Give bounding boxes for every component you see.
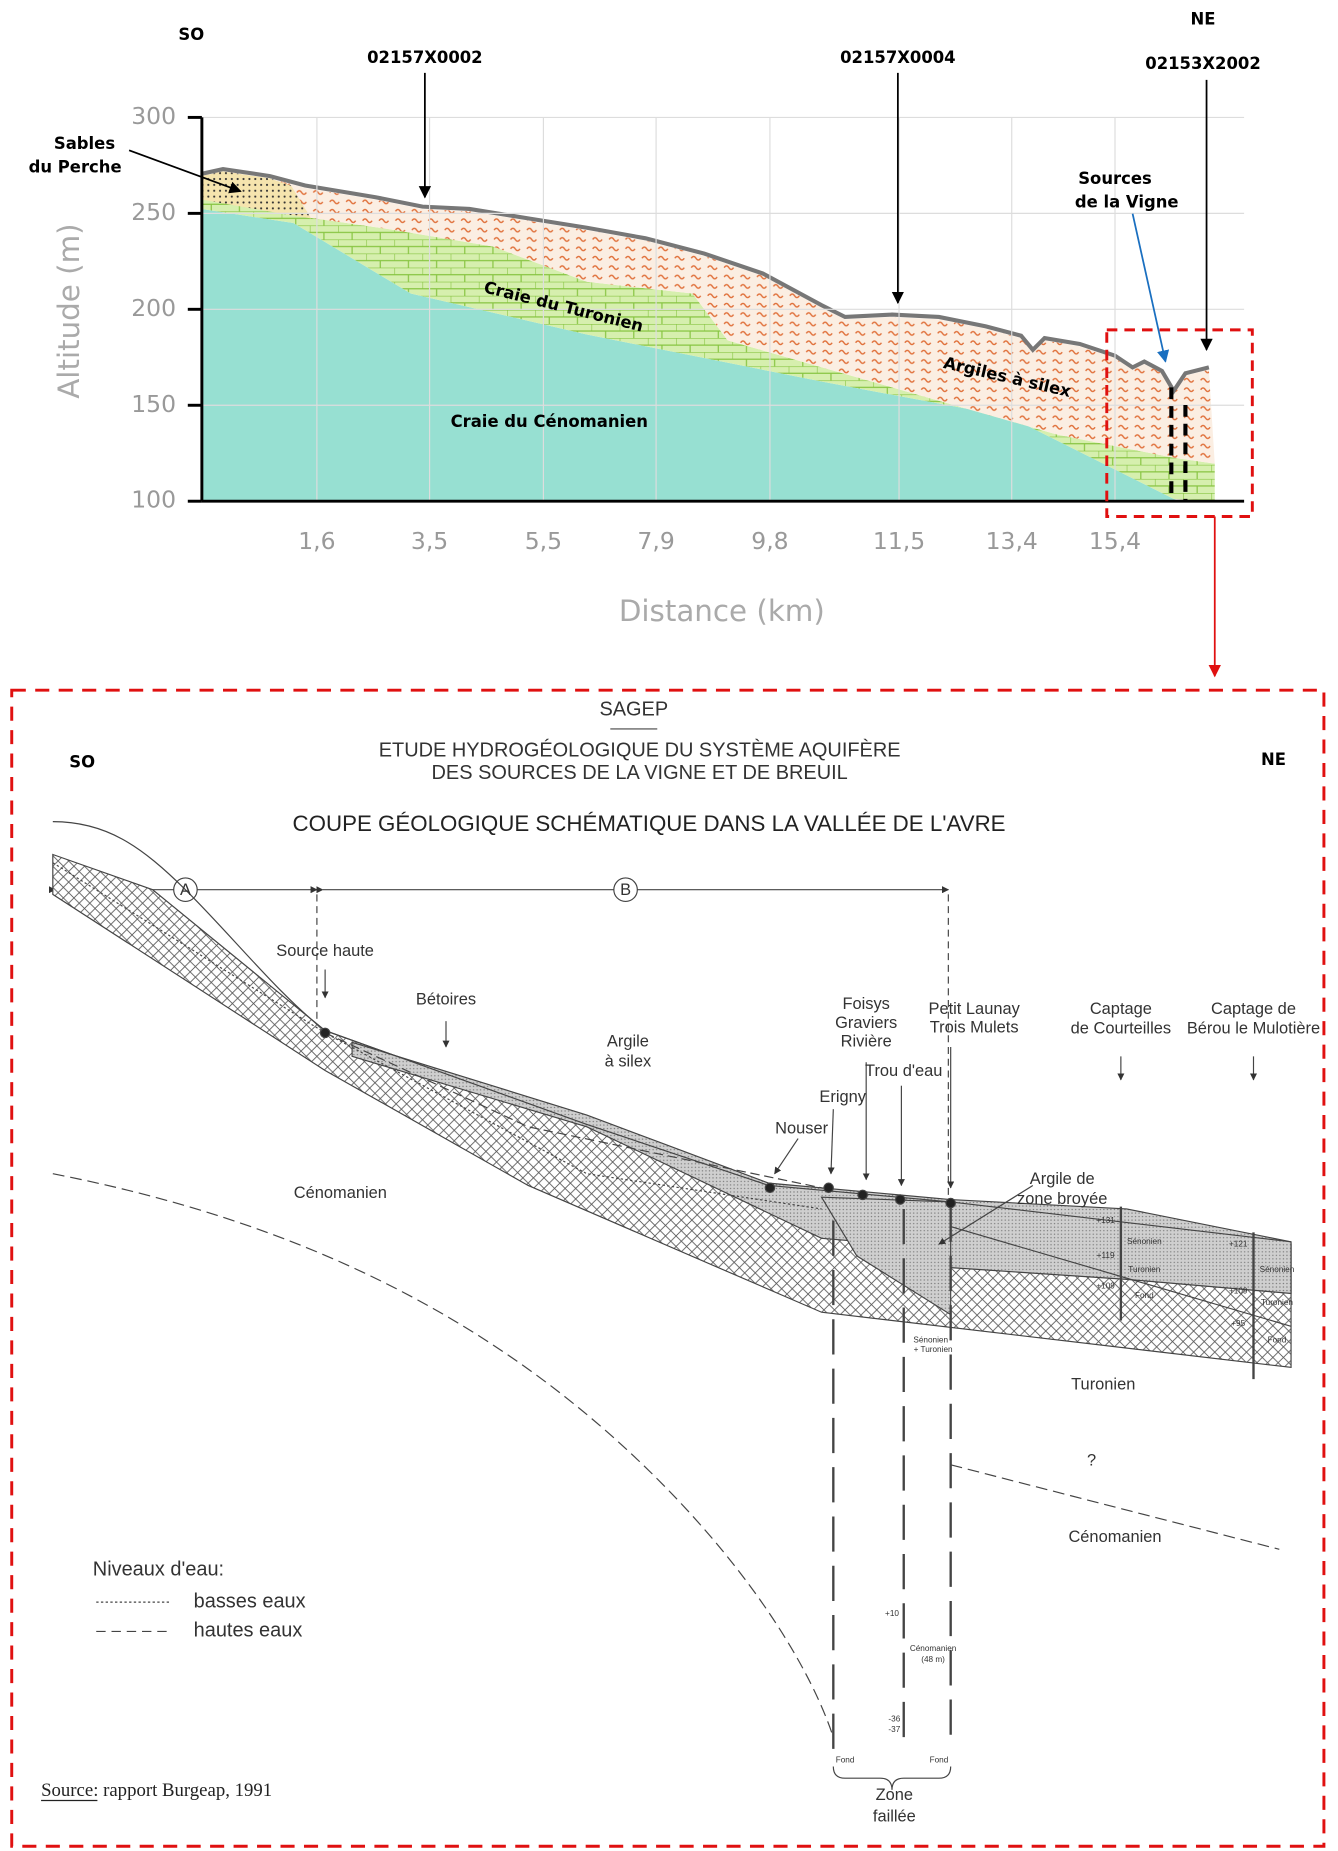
well-label: 02157X0004 bbox=[840, 48, 956, 67]
section-label: Argile de bbox=[1030, 1170, 1095, 1188]
section-label: ? bbox=[1087, 1452, 1096, 1470]
y-tick-label: 300 bbox=[131, 102, 176, 130]
organisation: SAGEP bbox=[599, 698, 668, 720]
geologic-layers bbox=[202, 169, 1215, 501]
layer-label: Sables bbox=[54, 134, 115, 153]
section-label: Turonien bbox=[1071, 1375, 1135, 1393]
log-label: +109 bbox=[1229, 1286, 1248, 1295]
source-text: : rapport Burgeap, 1991 bbox=[93, 1780, 272, 1801]
x-tick-label: 9,8 bbox=[751, 527, 788, 555]
section-label: -36 bbox=[888, 1715, 900, 1724]
x-tick-label: 13,4 bbox=[986, 527, 1038, 555]
log-label: Sénonien bbox=[1127, 1237, 1162, 1246]
log-label: Fond bbox=[1268, 1336, 1287, 1345]
figure: Source: rapport Burgeap, 1991 300 250 200 1… bbox=[0, 0, 1338, 1851]
source-note: Source: rapport Burgeap, 1991 bbox=[41, 1780, 272, 1801]
section-title: COUPE GÉOLOGIQUE SCHÉMATIQUE DANS LA VAL… bbox=[293, 811, 1006, 836]
x-tick-label: 7,9 bbox=[637, 527, 674, 555]
section-label: Erigny bbox=[819, 1088, 866, 1106]
spring-point bbox=[765, 1183, 774, 1192]
layer-label: Craie du Cénomanien bbox=[451, 412, 648, 431]
section-label: à silex bbox=[605, 1053, 652, 1071]
section-label: faillée bbox=[873, 1807, 916, 1825]
source-label: Source bbox=[41, 1780, 93, 1801]
arrow bbox=[1133, 214, 1166, 362]
section-label: Cénomanien bbox=[910, 1644, 957, 1653]
log-label: Sénonien bbox=[1260, 1265, 1295, 1274]
well-label: 02157X0002 bbox=[367, 48, 483, 67]
section-label: Trou d'eau bbox=[865, 1062, 942, 1080]
section-label: -37 bbox=[888, 1725, 900, 1734]
section-label: Sénonien bbox=[913, 1336, 948, 1345]
study-title: ETUDE HYDROGÉOLOGIQUE DU SYSTÈME AQUIFÈR… bbox=[379, 738, 901, 761]
log-label: Turonien bbox=[1261, 1298, 1294, 1307]
layer-label: du Perche bbox=[29, 157, 122, 176]
y-tick-label: 200 bbox=[131, 294, 176, 322]
section-label: Nouser bbox=[775, 1119, 828, 1137]
zone-label: A bbox=[180, 881, 191, 899]
x-tick-label: 3,5 bbox=[411, 527, 448, 555]
section-label: Cénomanien bbox=[294, 1184, 387, 1202]
page: Source: rapport Burgeap, 1991 300 250 200 1… bbox=[0, 0, 1338, 1851]
log-label: +119 bbox=[1097, 1251, 1115, 1260]
log-label: Fond bbox=[1135, 1291, 1154, 1300]
study-title: DES SOURCES DE LA VIGNE ET DE BREUIL bbox=[432, 762, 848, 784]
legend-item: hautes eaux bbox=[194, 1620, 303, 1642]
section-label: Bétoires bbox=[416, 990, 476, 1008]
section-label: zone broyée bbox=[1017, 1190, 1107, 1208]
x-tick-label: 5,5 bbox=[525, 527, 562, 555]
section-label: (48 m) bbox=[921, 1655, 945, 1664]
spring-point bbox=[858, 1190, 867, 1199]
section-label: Foisys bbox=[842, 995, 889, 1013]
section-label: Captage bbox=[1090, 1000, 1152, 1018]
zone-label: B bbox=[620, 881, 631, 899]
log-label: +131 bbox=[1096, 1216, 1115, 1225]
y-tick-label: 150 bbox=[131, 390, 176, 418]
sources-label: de la Vigne bbox=[1075, 193, 1179, 212]
section-label: Zone bbox=[876, 1786, 913, 1804]
x-tick-label: 15,4 bbox=[1089, 527, 1141, 555]
section-drawing bbox=[53, 822, 1291, 1790]
spring-point bbox=[824, 1183, 833, 1192]
y-tick-label: 100 bbox=[131, 486, 176, 514]
log-label: +121 bbox=[1229, 1239, 1248, 1248]
spring-point bbox=[946, 1198, 955, 1207]
direction-label: SO bbox=[178, 25, 204, 44]
section-label: Fond bbox=[930, 1756, 949, 1765]
x-tick-label: 1,6 bbox=[298, 527, 335, 555]
section-label: Fond bbox=[836, 1756, 855, 1765]
section-label: +10 bbox=[885, 1609, 899, 1618]
log-label: +95 bbox=[1231, 1319, 1245, 1328]
section-label: + Turonien bbox=[914, 1345, 953, 1354]
x-axis-title: Distance (km) bbox=[619, 594, 825, 628]
label-arrow bbox=[775, 1139, 798, 1174]
y-tick-label: 250 bbox=[131, 198, 176, 226]
direction-label: NE bbox=[1261, 750, 1286, 769]
x-tick-label: 11,5 bbox=[873, 527, 925, 555]
section-label: Captage de bbox=[1211, 1000, 1296, 1018]
y-axis-title: Altitude (m) bbox=[52, 223, 86, 398]
legend-item: basses eaux bbox=[194, 1590, 306, 1612]
legend-title: Niveaux d'eau: bbox=[93, 1559, 224, 1581]
well-label: 02153X2002 bbox=[1145, 54, 1261, 73]
section-label: Argile bbox=[607, 1033, 649, 1051]
section-label: Cénomanien bbox=[1068, 1528, 1161, 1546]
section-label: Graviers bbox=[835, 1014, 897, 1032]
section-label: Petit Launay bbox=[929, 1000, 1021, 1018]
label-arrow bbox=[831, 1109, 833, 1174]
section-label: Bérou le Mulotière bbox=[1187, 1020, 1320, 1038]
log-label: Turonien bbox=[1128, 1265, 1161, 1274]
section-label: Source haute bbox=[276, 942, 374, 960]
spring-point bbox=[320, 1028, 329, 1037]
section-label: de Courteilles bbox=[1071, 1020, 1171, 1038]
section-label: Rivière bbox=[841, 1033, 892, 1051]
log-label: +109 bbox=[1096, 1282, 1115, 1291]
sources-label: Sources bbox=[1078, 169, 1152, 188]
direction-label: SO bbox=[69, 752, 95, 771]
spring-point bbox=[896, 1195, 905, 1204]
direction-label: NE bbox=[1191, 10, 1216, 29]
section-label: Trois Mulets bbox=[930, 1019, 1019, 1037]
